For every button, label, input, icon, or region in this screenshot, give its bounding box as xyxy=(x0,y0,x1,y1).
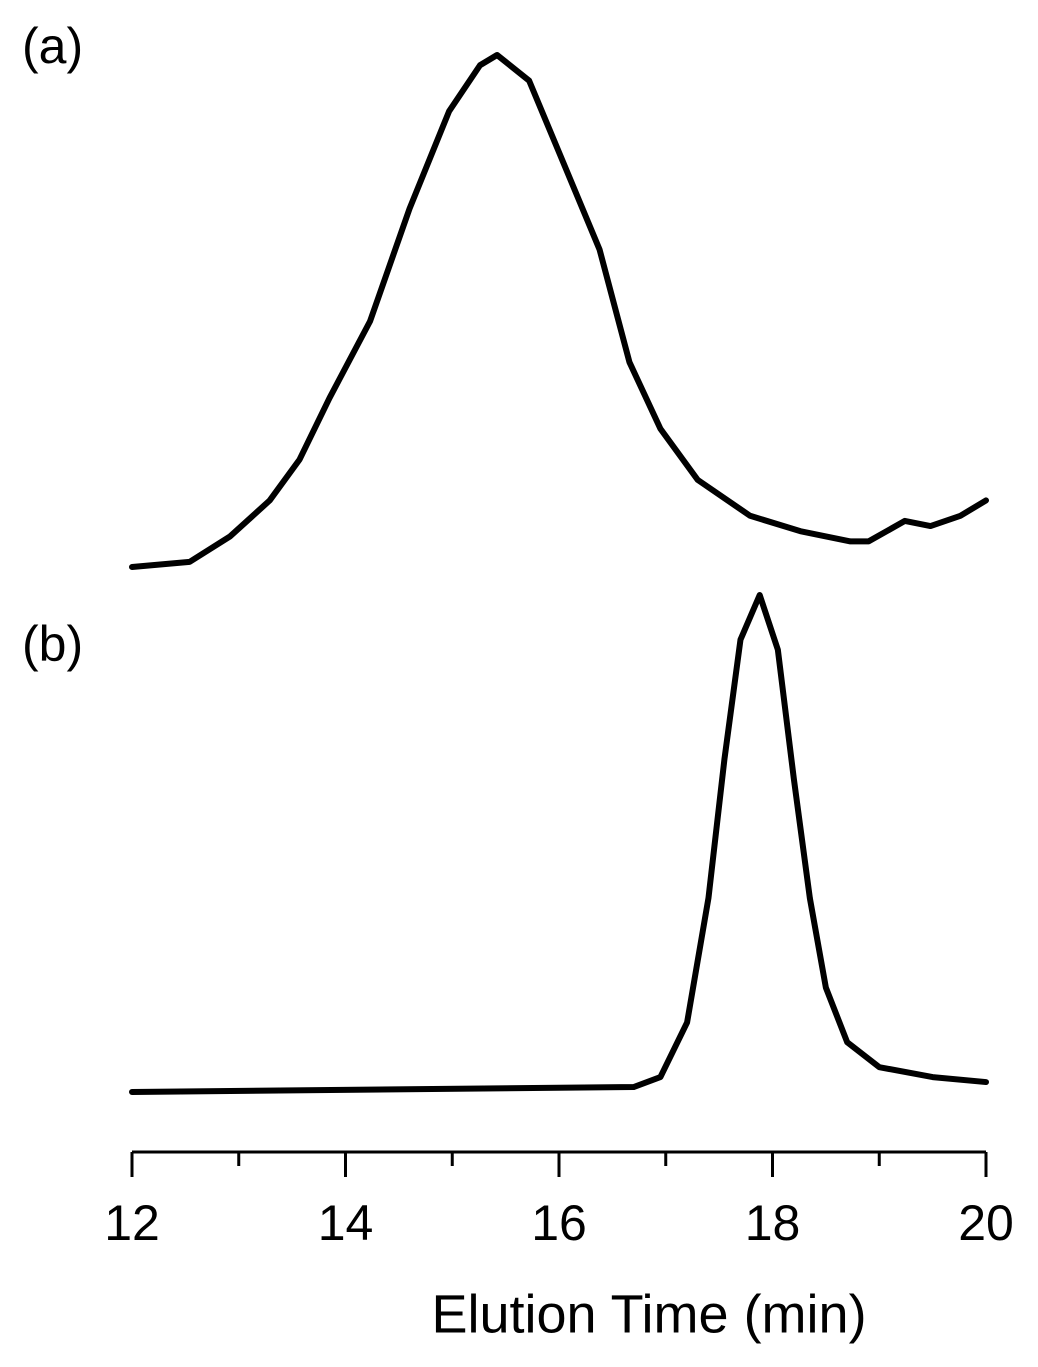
panel-label: (b) xyxy=(22,616,83,672)
trace-line xyxy=(129,592,989,1095)
x-tick-label: 14 xyxy=(318,1195,374,1251)
x-tick-label: 12 xyxy=(104,1195,160,1251)
x-tick-label: 18 xyxy=(745,1195,801,1251)
trace-line xyxy=(129,52,989,570)
x-tick-label: 20 xyxy=(958,1195,1014,1251)
x-axis-title: Elution Time (min) xyxy=(431,1284,866,1344)
x-tick-label: 16 xyxy=(531,1195,587,1251)
panel-label: (a) xyxy=(22,18,83,74)
